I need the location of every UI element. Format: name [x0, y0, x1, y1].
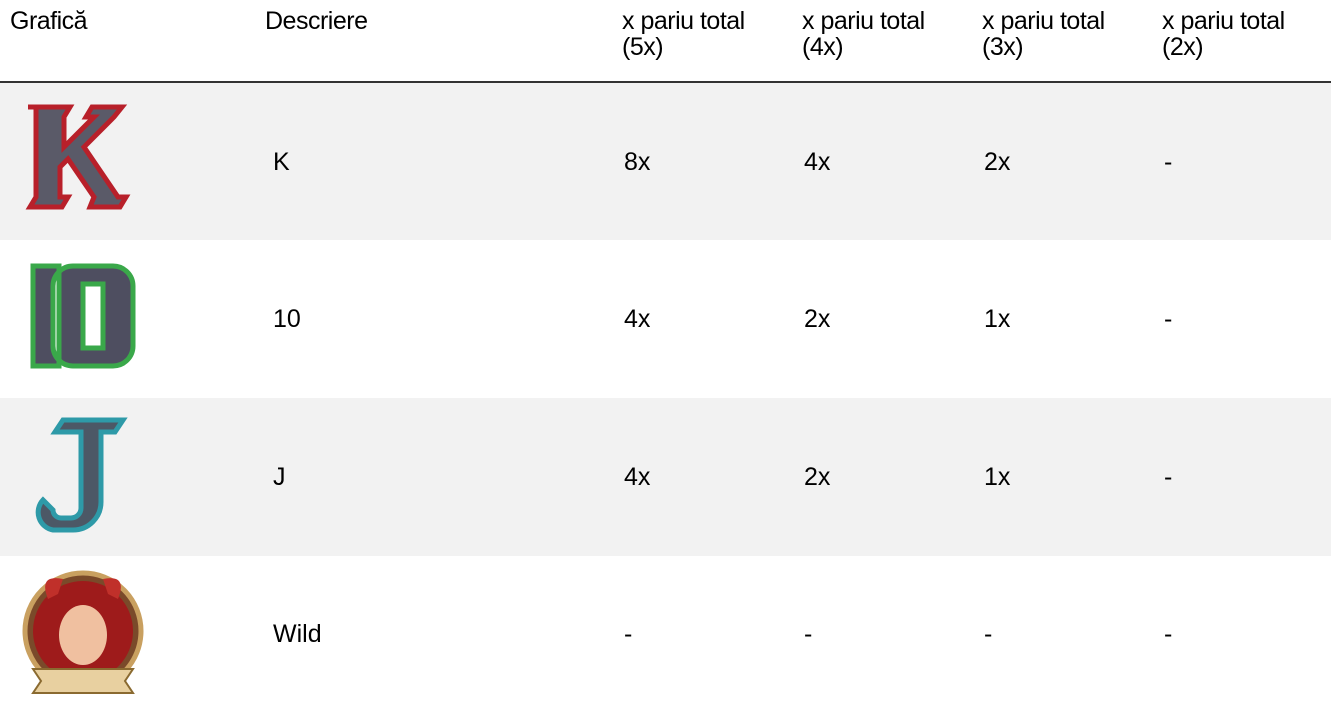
- symbol-icon: [25, 104, 131, 209]
- symbol-icon: [30, 263, 136, 369]
- payout-value: 8x: [624, 147, 651, 176]
- payout-value: 4x: [624, 463, 651, 491]
- description: 10: [273, 305, 301, 333]
- description: Wild: [273, 619, 322, 648]
- symbol-icon: [22, 570, 144, 694]
- payout-value: -: [1164, 463, 1173, 491]
- payout-value: 2x: [804, 463, 831, 491]
- description: J: [273, 463, 286, 491]
- payout-value: -: [1164, 619, 1173, 648]
- symbol-icon: [35, 417, 128, 533]
- column-header: x pariu total (4x): [802, 7, 925, 61]
- payout-value: 2x: [804, 305, 831, 333]
- table-row: K 8x 4x 2x -: [0, 83, 1331, 240]
- payout-value: 4x: [804, 147, 831, 176]
- table-row: 10 4x 2x 1x -: [0, 240, 1331, 398]
- description: K: [273, 147, 290, 176]
- header-rule: [0, 81, 1331, 83]
- payout-value: 1x: [984, 463, 1011, 491]
- payout-value: -: [624, 619, 633, 648]
- table-row: J 4x 2x 1x -: [0, 398, 1331, 556]
- column-header: Grafică: [10, 7, 88, 35]
- column-header: x pariu total (2x): [1162, 7, 1285, 61]
- payout-value: 1x: [984, 305, 1011, 333]
- column-header: x pariu total (3x): [982, 7, 1105, 61]
- column-header: x pariu total (5x): [622, 7, 745, 61]
- table-row: Wild - - - -: [0, 556, 1331, 711]
- column-header: Descriere: [265, 7, 368, 35]
- payout-value: -: [984, 619, 993, 648]
- payout-value: 2x: [984, 147, 1011, 176]
- payout-value: -: [1164, 305, 1173, 333]
- payout-value: -: [804, 619, 813, 648]
- payout-value: -: [1164, 147, 1173, 176]
- payout-value: 4x: [624, 305, 651, 333]
